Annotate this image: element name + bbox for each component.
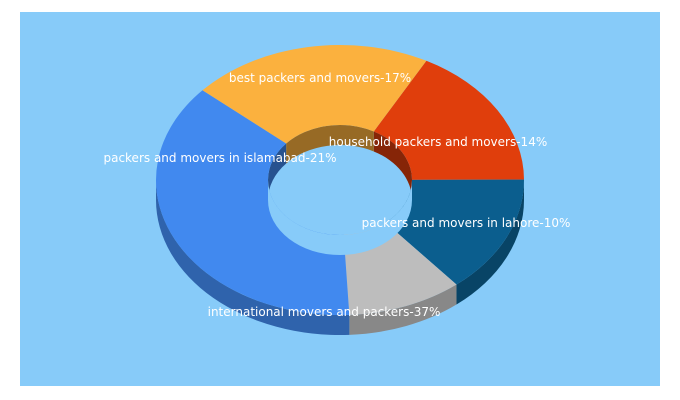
slice-international-movers-and-packers [156,90,350,315]
slice-household-packers-and-movers [385,179,524,285]
slice-labels: best packers and movers-17% household pa… [103,71,570,319]
slice-side-household-packers-and-movers [456,180,524,305]
donut-sides [156,180,524,335]
slice-packers-and-movers-in-islamabad [202,44,427,144]
slice-label-islamabad: packers and movers in islamabad-21% [103,151,336,165]
donut-hole-floor [268,180,412,255]
chart-frame: best packers and movers-17% household pa… [20,12,660,386]
slice-side-packers-and-movers-in-lahore [349,284,457,335]
slice-label-household-packers: household packers and movers-14% [329,135,547,149]
slice-inner-wall-international-movers-and-packers [268,143,287,200]
slice-side-international-movers-and-packers [156,180,350,335]
slice-label-international: international movers and packers-37% [208,305,441,319]
slice-label-lahore: packers and movers in lahore-10% [362,216,571,230]
slice-best-packers-and-movers [373,60,524,180]
slice-inner-wall-packers-and-movers-in-islamabad [286,124,374,164]
slice-label-best-packers: best packers and movers-17% [229,71,411,85]
slice-inner-wall-best-packers-and-movers [373,131,412,200]
donut-chart: best packers and movers-17% household pa… [20,12,660,386]
donut-tops [156,44,524,315]
